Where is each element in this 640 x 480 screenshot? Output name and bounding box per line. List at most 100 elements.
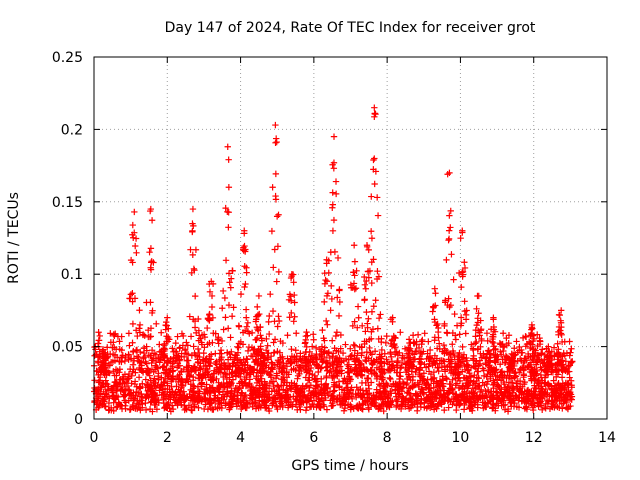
data-point [374,212,382,219]
data-point [363,277,370,285]
data-point [227,354,234,361]
data-point [426,354,434,361]
data-point [405,346,413,354]
data-point [347,404,354,411]
data-point [127,405,134,413]
data-point [428,389,436,397]
x-tick-label: 6 [309,430,318,446]
data-point [136,325,143,332]
data-point [209,339,216,346]
data-point [126,342,133,349]
data-point [555,346,562,353]
data-point [176,388,183,396]
data-point [332,354,340,362]
data-point [423,405,430,412]
data-point [459,229,466,236]
data-point [183,364,190,371]
data-point [562,393,569,401]
data-point [195,392,202,400]
data-point [451,353,458,361]
data-point [160,363,167,370]
data-point [399,354,406,362]
data-point [213,384,221,392]
data-point [167,408,175,415]
data-point [179,342,187,349]
data-point [513,338,520,345]
data-point [248,329,256,337]
data-point [225,224,232,231]
data-point [443,329,450,336]
data-point [304,332,311,339]
data-point [336,355,343,362]
data-point [450,276,457,283]
data-point [405,397,412,405]
data-point [122,399,130,406]
data-point [265,364,272,371]
data-point [514,394,522,402]
data-point [398,388,406,395]
data-point [319,326,326,334]
data-point [222,204,229,212]
data-point [210,370,217,377]
data-point [290,279,297,286]
data-point [507,379,515,386]
data-point [430,380,437,387]
data-point [539,389,546,396]
data-point [358,393,365,400]
data-point [183,339,190,346]
data-point [436,386,444,394]
data-point [449,329,457,337]
data-point [389,336,396,343]
data-point [529,337,537,345]
data-point [301,353,308,360]
data-point [303,382,311,389]
data-point [445,227,453,234]
data-point [132,405,139,412]
data-point [228,348,235,356]
data-point [286,383,293,390]
data-point [129,298,136,305]
data-point [105,399,113,407]
data-point [148,309,156,317]
data-point [189,220,196,227]
data-point [431,337,438,344]
data-point [490,392,497,399]
data-point [358,343,365,351]
data-point [112,387,120,394]
data-point [433,322,440,329]
data-point [267,291,274,298]
data-point [554,340,561,347]
data-point [181,406,188,414]
data-point [354,324,361,331]
data-point [362,285,370,292]
data-point [394,369,401,376]
x-tick-labels: 0 2 4 6 8 10 12 14 [90,430,616,446]
data-point [208,303,216,311]
data-point [437,380,445,387]
data-point [375,273,383,280]
data-point [492,351,499,358]
data-point [350,242,358,249]
data-point [151,401,158,409]
data-point [456,356,463,363]
data-point [449,347,457,355]
data-point [335,312,343,320]
data-point [556,404,563,412]
data-point [529,345,537,353]
data-point [447,398,454,406]
data-point [189,205,197,213]
data-point [181,346,189,353]
data-point [239,341,247,348]
data-point [351,272,358,279]
data-point [336,298,344,306]
data-point [324,391,332,399]
data-point [330,165,338,172]
data-point [487,357,494,364]
data-point [411,401,418,408]
data-point [376,389,384,396]
data-point [173,383,180,390]
data-point [270,382,277,390]
data-point [248,390,256,397]
data-point [322,317,330,325]
data-point [295,390,302,397]
